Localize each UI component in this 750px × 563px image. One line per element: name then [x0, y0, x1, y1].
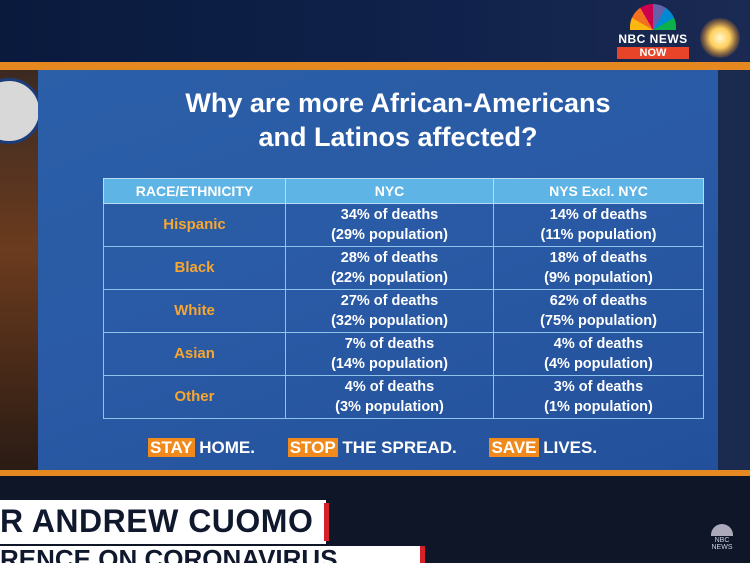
nyc-cell: 28% of deaths (22% population)	[285, 246, 494, 290]
nys-deaths: 14% of deaths	[549, 207, 648, 223]
slogan-stop-spread: STOP THE SPREAD.	[287, 438, 457, 457]
nys-population: (11% population)	[540, 227, 657, 243]
race-cell: Black	[103, 246, 286, 290]
slogan-text: HOME.	[194, 438, 255, 457]
channel-badge: NOW	[617, 47, 689, 59]
slogan-line: STAY HOME. STOP THE SPREAD. SAVE LIVES.	[148, 438, 597, 458]
nyc-deaths: 27% of deaths	[340, 293, 439, 309]
peacock-icon	[630, 4, 676, 30]
header-race-ethnicity: RACE/ETHNICITY	[103, 178, 286, 204]
nys-population: (4% population)	[544, 356, 653, 372]
nys-deaths: 3% of deaths	[553, 379, 644, 395]
network-name: NBC NEWS	[618, 32, 688, 46]
subtitle-bar-background	[0, 546, 420, 563]
nyc-deaths: 4% of deaths	[344, 379, 435, 395]
table-row: White 27% of deaths (32% population) 62% …	[103, 289, 704, 333]
nbc-news-now-logo: NBC NEWS NOW	[608, 4, 698, 60]
slide-title-line-2: and Latinos affected?	[258, 122, 538, 152]
corner-logo-text: NBC NEWS	[711, 537, 733, 551]
nyc-deaths: 28% of deaths	[340, 250, 439, 266]
table-header-row: RACE/ETHNICITY NYC NYS Excl. NYC	[103, 178, 704, 204]
nyc-cell: 34% of deaths (29% population)	[285, 203, 494, 247]
table-row: Asian 7% of deaths (14% population) 4% of…	[103, 332, 704, 376]
slogan-save-lives: SAVE LIVES.	[489, 438, 597, 457]
slogan-highlight: SAVE	[489, 438, 539, 457]
nys-cell: 4% of deaths (4% population)	[493, 332, 704, 376]
background-right-edge	[718, 70, 750, 470]
slogan-highlight: STAY	[148, 438, 195, 457]
top-orange-stripe	[0, 62, 750, 70]
nyc-population: (14% population)	[331, 356, 448, 372]
header-nys-excl-nyc: NYS Excl. NYC	[493, 178, 704, 204]
nys-cell: 62% of deaths (75% population)	[493, 289, 704, 333]
race-cell: Other	[103, 375, 286, 419]
nys-cell: 3% of deaths (1% population)	[493, 375, 704, 419]
slogan-text: LIVES.	[538, 438, 598, 457]
nys-deaths: 4% of deaths	[553, 336, 644, 352]
nyc-deaths: 34% of deaths	[340, 207, 439, 223]
slogan-stay-home: STAY HOME.	[148, 438, 255, 457]
nys-population: (1% population)	[544, 399, 653, 415]
deaths-by-race-table: RACE/ETHNICITY NYC NYS Excl. NYC Hispani…	[103, 178, 704, 419]
name-bar-background	[0, 500, 326, 544]
corner-peacock-icon	[711, 524, 733, 536]
nyc-population: (3% population)	[335, 399, 444, 415]
nys-deaths: 62% of deaths	[549, 293, 648, 309]
speaker-name: R ANDREW CUOMO	[0, 503, 314, 539]
nyc-cell: 27% of deaths (32% population)	[285, 289, 494, 333]
race-cell: Hispanic	[103, 203, 286, 247]
table-row: Hispanic 34% of deaths (29% population) 1…	[103, 203, 704, 247]
nys-deaths: 18% of deaths	[549, 250, 648, 266]
nyc-cell: 4% of deaths (3% population)	[285, 375, 494, 419]
subtitle-red-divider	[420, 546, 425, 563]
background-lamp-glow	[700, 18, 740, 58]
race-cell: White	[103, 289, 286, 333]
lower-third-subtitle: RENCE ON CORONAVIRUS	[0, 544, 338, 563]
corner-network-logo: NBC NEWS	[704, 524, 740, 551]
table-row: Black 28% of deaths (22% population) 18% …	[103, 246, 704, 290]
nys-cell: 14% of deaths (11% population)	[493, 203, 704, 247]
name-red-divider	[324, 503, 329, 541]
slide-title-line-1: Why are more African-Americans	[185, 88, 611, 118]
nys-population: (9% population)	[544, 270, 653, 286]
header-nyc: NYC	[285, 178, 494, 204]
race-cell: Asian	[103, 332, 286, 376]
nys-cell: 18% of deaths (9% population)	[493, 246, 704, 290]
slogan-highlight: STOP	[287, 438, 338, 457]
slide-title: Why are more African-Americans and Latin…	[38, 86, 750, 154]
nyc-deaths: 7% of deaths	[344, 336, 435, 352]
bottom-orange-stripe	[0, 470, 750, 476]
nyc-population: (29% population)	[331, 227, 448, 243]
nyc-population: (22% population)	[331, 270, 448, 286]
table-row: Other 4% of deaths (3% population) 3% of …	[103, 375, 704, 419]
nys-population: (75% population)	[540, 313, 657, 329]
nyc-cell: 7% of deaths (14% population)	[285, 332, 494, 376]
slogan-text: THE SPREAD.	[337, 438, 457, 457]
nyc-population: (32% population)	[331, 313, 448, 329]
